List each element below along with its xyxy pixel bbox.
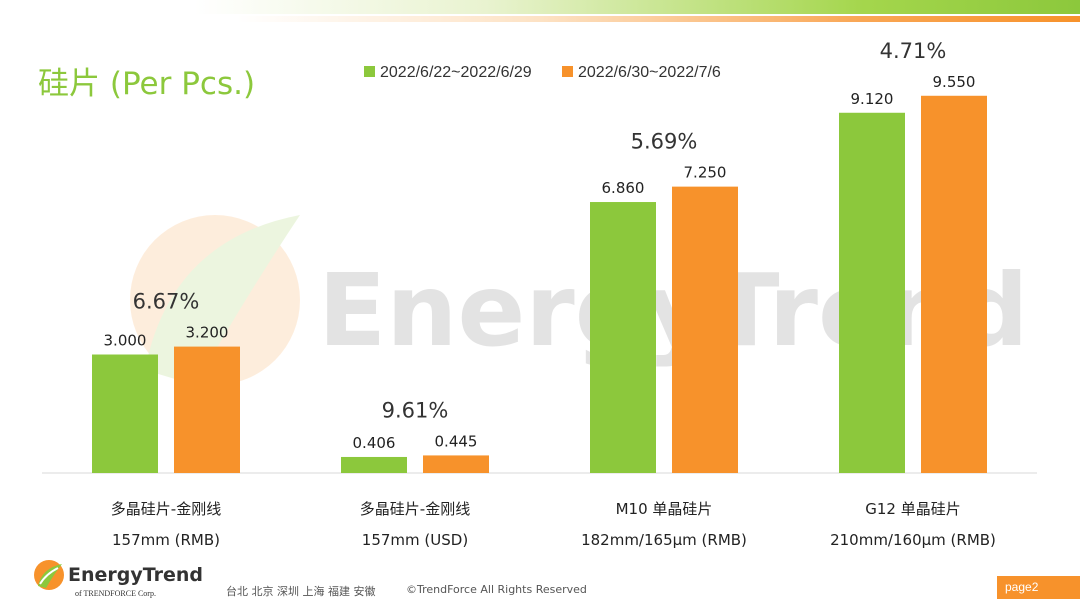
energytrend-logo-icon [34,560,64,590]
category-label-4-line1: G12 单晶硅片 [865,500,960,518]
legend-label-2: 2022/6/30~2022/7/6 [578,64,721,81]
data-label-2-3: 7.250 [684,164,727,182]
bar-green-3 [590,202,656,473]
logo-name: EnergyTrend [68,564,204,586]
page-number-badge: page2 [997,576,1080,599]
watermark-logo-leaf [145,215,300,385]
change-label-3: 5.69% [631,130,698,154]
legend-item-series-2: 2022/6/30~2022/7/6 [562,64,721,82]
category-label-1-line2: 157mm (RMB) [112,531,220,549]
slide-title: 硅片 (Per Pcs.) [38,66,256,102]
watermark-logo-circle [130,215,300,385]
change-label-1: 6.67% [133,290,200,314]
category-label-3-line1: M10 单晶硅片 [616,500,713,518]
bar-orange-2 [423,455,489,473]
footer-copyright: ©TrendForce All Rights Reserved [406,583,587,596]
category-label-2-line2: 157mm (USD) [362,531,468,549]
bar-green-2 [341,456,407,473]
legend-item-series-1: 2022/6/22~2022/6/29 [364,64,532,82]
data-label-1-4: 9.120 [851,90,894,108]
top-accent-bar [0,16,1080,22]
bar-orange-3 [672,186,738,473]
category-label-1-line1: 多晶硅片-金刚线 [111,500,221,518]
logo-sub: of TRENDFORCE Corp. [75,589,156,598]
data-label-2-2: 0.445 [435,432,478,450]
bar-orange-4 [921,95,987,474]
legend-label-1: 2022/6/22~2022/6/29 [380,64,532,81]
data-label-1-1: 3.000 [104,332,147,350]
bar-orange-1 [174,346,240,473]
bar-green-1 [92,354,158,473]
legend-swatch-green [364,66,375,77]
category-label-4-line2: 210mm/160μm (RMB) [830,531,996,549]
data-label-1-2: 0.406 [353,434,396,452]
category-label-2-line1: 多晶硅片-金刚线 [360,500,470,518]
footer-cities: 台北 北京 深圳 上海 福建 安徽 [226,585,376,598]
change-label-4: 4.71% [880,39,947,63]
bar-green-4 [839,112,905,473]
legend-swatch-orange [562,66,573,77]
data-label-2-4: 9.550 [933,73,976,91]
category-label-3-line2: 182mm/165μm (RMB) [581,531,747,549]
top-gradient-bar [0,0,1080,14]
data-label-2-1: 3.200 [186,324,229,342]
change-label-2: 9.61% [382,398,449,422]
data-label-1-3: 6.860 [602,179,645,197]
